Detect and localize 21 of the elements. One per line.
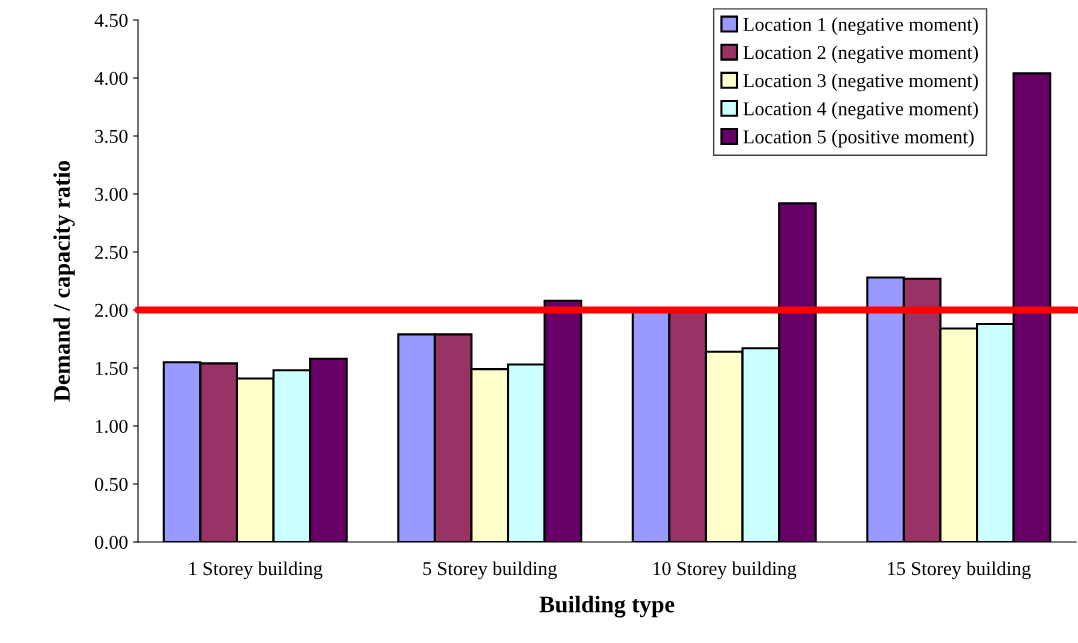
y-tick-label: 4.00 xyxy=(94,71,128,86)
x-tick-label: 15 Storey building xyxy=(888,561,1031,580)
legend-label: Location 5 (positive moment) xyxy=(743,129,974,148)
x-tick-label: 10 Storey building xyxy=(653,561,797,580)
x-axis-title: Building type xyxy=(539,595,675,618)
y-tick-label: 1.00 xyxy=(95,419,128,434)
y-tick-label: 3.50 xyxy=(95,129,128,144)
legend-label: Location 3 (negative moment) xyxy=(743,73,978,92)
y-tick-label: 0.00 xyxy=(94,535,128,550)
y-tick-label: 0.50 xyxy=(94,477,128,492)
y-tick-label: 2.00 xyxy=(95,303,128,318)
legend-label: Location 2 (negative moment) xyxy=(743,45,978,64)
legend-label: Location 4 (negative moment) xyxy=(743,101,978,120)
y-axis-title: Demand / capacity ratio xyxy=(53,160,75,402)
y-tick-label: 3.00 xyxy=(95,187,128,202)
x-tick-label: 1 Storey building xyxy=(189,561,323,580)
x-tick-label: 5 Storey building xyxy=(423,561,557,580)
y-tick-label: 4.50 xyxy=(94,13,128,28)
legend-label: Location 1 (negative moment) xyxy=(743,17,978,36)
y-tick-label: 2.50 xyxy=(95,245,128,260)
y-tick-label: 1.50 xyxy=(95,361,128,376)
